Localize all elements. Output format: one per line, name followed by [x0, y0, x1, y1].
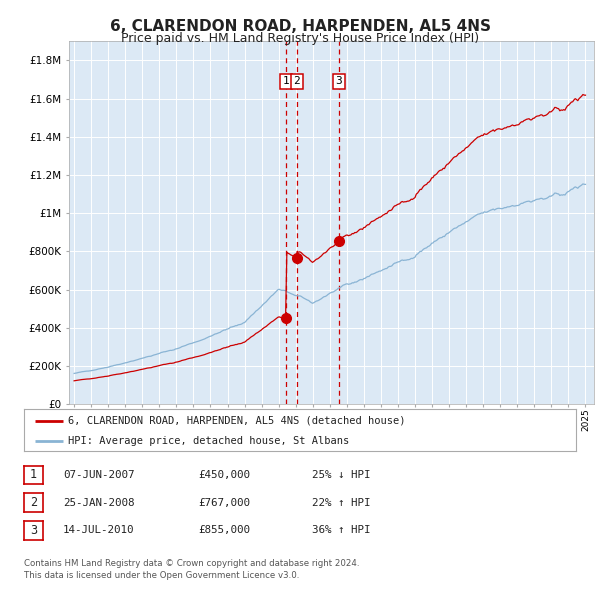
- Text: 3: 3: [30, 524, 37, 537]
- Text: Contains HM Land Registry data © Crown copyright and database right 2024.
This d: Contains HM Land Registry data © Crown c…: [24, 559, 359, 580]
- Text: 1: 1: [30, 468, 37, 481]
- Text: 22% ↑ HPI: 22% ↑ HPI: [312, 498, 371, 507]
- Text: £450,000: £450,000: [198, 470, 250, 480]
- Text: 07-JUN-2007: 07-JUN-2007: [63, 470, 134, 480]
- Text: 3: 3: [335, 76, 343, 86]
- Text: 6, CLARENDON ROAD, HARPENDEN, AL5 4NS: 6, CLARENDON ROAD, HARPENDEN, AL5 4NS: [110, 19, 491, 34]
- Text: 6, CLARENDON ROAD, HARPENDEN, AL5 4NS (detached house): 6, CLARENDON ROAD, HARPENDEN, AL5 4NS (d…: [68, 416, 406, 426]
- Text: 2: 2: [293, 76, 300, 86]
- Text: 1: 1: [283, 76, 290, 86]
- Text: 14-JUL-2010: 14-JUL-2010: [63, 526, 134, 535]
- Text: 36% ↑ HPI: 36% ↑ HPI: [312, 526, 371, 535]
- Text: £767,000: £767,000: [198, 498, 250, 507]
- Text: 25-JAN-2008: 25-JAN-2008: [63, 498, 134, 507]
- Text: £855,000: £855,000: [198, 526, 250, 535]
- Text: 25% ↓ HPI: 25% ↓ HPI: [312, 470, 371, 480]
- Text: HPI: Average price, detached house, St Albans: HPI: Average price, detached house, St A…: [68, 436, 349, 445]
- Text: Price paid vs. HM Land Registry's House Price Index (HPI): Price paid vs. HM Land Registry's House …: [121, 32, 479, 45]
- Text: 2: 2: [30, 496, 37, 509]
